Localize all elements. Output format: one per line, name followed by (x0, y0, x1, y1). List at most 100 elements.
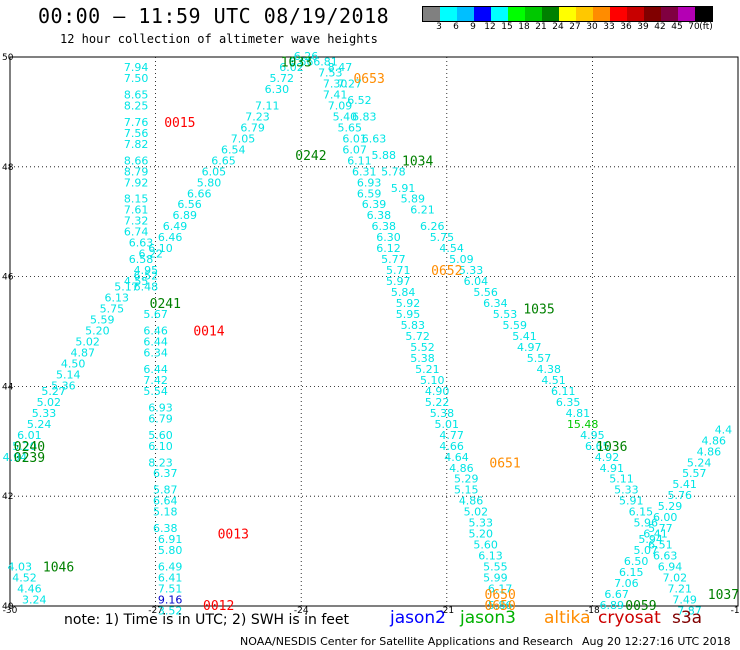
wave-height-point: 6.30 (265, 83, 290, 96)
x-tick-label: -18 (585, 606, 600, 616)
wave-height-point: 4.4 (715, 423, 733, 436)
track-time-label: 0652 (431, 264, 462, 279)
wave-height-point: 7.82 (124, 138, 149, 151)
wave-height-point: 4.03 (7, 561, 32, 574)
wave-height-point: 7.06 (614, 577, 639, 590)
wave-height-point: 5.75 (100, 303, 125, 316)
scale-label: 3 (436, 22, 442, 32)
wave-height-point: 6.34 (483, 297, 508, 310)
wave-height-point: 5.17 (114, 281, 139, 294)
wave-height-point: 8.47 (328, 61, 353, 74)
wave-height-point: 5.97 (386, 275, 411, 288)
wave-height-point: 6.46 (143, 325, 168, 338)
wave-height-point: 6.39 (362, 198, 387, 211)
scale-label: 18 (518, 22, 530, 32)
wave-height-point: 6.58 (129, 253, 154, 266)
wave-height-point: 5.99 (483, 572, 508, 585)
wave-height-point: 5.59 (502, 319, 527, 332)
wave-height-point: 4.55 (124, 275, 149, 288)
wave-height-point: 5.75 (430, 231, 455, 244)
wave-height-point: 5.84 (391, 286, 416, 299)
scale-swatch (474, 7, 491, 21)
wave-height-point: 6.35 (556, 396, 581, 409)
scale-swatch (627, 7, 644, 21)
wave-height-point: 6.48 (134, 281, 159, 294)
wave-height-point: 4.86 (697, 445, 722, 458)
satellite-legend-jason3: jason3 (460, 608, 516, 628)
wave-height-point: 5.67 (143, 308, 168, 321)
wave-height-point: 6.83 (352, 110, 377, 123)
wave-height-point: 5.80 (197, 176, 222, 189)
wave-height-point: 6.05 (202, 165, 227, 178)
satellite-legend-cryosat: cryosat (598, 608, 661, 628)
scale-label: 36 (620, 22, 632, 32)
y-tick-label: 40 (2, 602, 14, 612)
wave-height-point: 4.91 (600, 462, 625, 475)
scale-swatch (678, 7, 695, 21)
wave-height-point: 6.81 (313, 55, 338, 68)
wave-height-point: 5.55 (483, 561, 508, 574)
wave-height-point: 6.02 (279, 61, 304, 74)
scale-swatch (491, 7, 508, 21)
wave-height-point: 5.76 (668, 489, 693, 502)
wave-height-point: 5.91 (391, 182, 416, 195)
y-tick-label: 44 (2, 382, 14, 392)
track-time-label: 0240 (14, 440, 45, 455)
wave-height-point: 4.86 (701, 434, 726, 447)
wave-height-point: 5.40 (333, 110, 358, 123)
track-time-label: 1035 (523, 303, 554, 318)
wave-height-point: 5.78 (381, 165, 406, 178)
scale-swatch (423, 7, 440, 21)
track-time-label: 0013 (218, 528, 249, 543)
scale-swatch (525, 7, 542, 21)
wave-height-point: 7.27 (337, 77, 362, 90)
wave-height-point: 4.94 (3, 451, 28, 464)
wave-height-point: 7.94 (124, 61, 149, 74)
track-time-label: 1036 (596, 440, 627, 455)
wave-height-point: 7.61 (124, 204, 149, 217)
y-tick-label: 50 (2, 53, 14, 63)
scale-label: 6 (453, 22, 459, 32)
wave-height-point: 5.20 (85, 325, 110, 338)
wave-height-point: 5.18 (153, 506, 178, 519)
wave-height-point: 6.00 (653, 511, 678, 524)
wave-height-point: 6.50 (624, 555, 649, 568)
wave-height-point: 6.15 (629, 506, 654, 519)
wave-height-point: 5.56 (473, 286, 498, 299)
wave-height-point: 5.10 (420, 374, 445, 387)
wave-height-point: 6.41 (643, 528, 668, 541)
track-time-label: 1037 (708, 588, 739, 603)
wave-height-point: 6.89 (172, 209, 197, 222)
scale-swatch (695, 7, 712, 21)
footer-timestamp: Aug 20 12:27:16 UTC 2018 (582, 635, 731, 648)
wave-height-point: 6.67 (604, 588, 629, 601)
wave-height-point: 5.01 (435, 418, 460, 431)
wave-height-point: 6.38 (153, 522, 178, 535)
scale-swatch (610, 7, 627, 21)
scale-swatch (559, 7, 576, 21)
wave-height-point: 5.09 (449, 253, 474, 266)
wave-height-point: 7.02 (663, 572, 688, 585)
wave-height-point: 5.53 (493, 308, 518, 321)
track-time-label: 0653 (353, 72, 384, 87)
wave-height-point: 6.17 (488, 583, 513, 596)
wave-height-point: 5.80 (158, 544, 183, 557)
wave-height-point: 6.74 (124, 226, 149, 239)
scale-label: 9 (470, 22, 476, 32)
wave-height-point: 6.10 (148, 440, 173, 453)
wave-height-point: 5.88 (371, 149, 396, 162)
wave-height-point: 8.15 (124, 193, 149, 206)
track-time-label: 0012 (203, 599, 234, 614)
scale-swatch (457, 7, 474, 21)
wave-height-point: 7.21 (668, 583, 693, 596)
wave-height-point: 7.53 (318, 66, 343, 79)
wave-height-point: 6.89 (600, 599, 625, 612)
wave-height-point: 7.09 (328, 99, 353, 112)
scale-label: 33 (603, 22, 615, 32)
x-tick-label: -15 (731, 606, 740, 616)
wave-height-point: 8.25 (124, 99, 149, 112)
wave-height-point: 4.46 (17, 583, 42, 596)
wave-height-point: 6.01 (342, 132, 367, 145)
wave-height-point: 7.51 (158, 583, 183, 596)
